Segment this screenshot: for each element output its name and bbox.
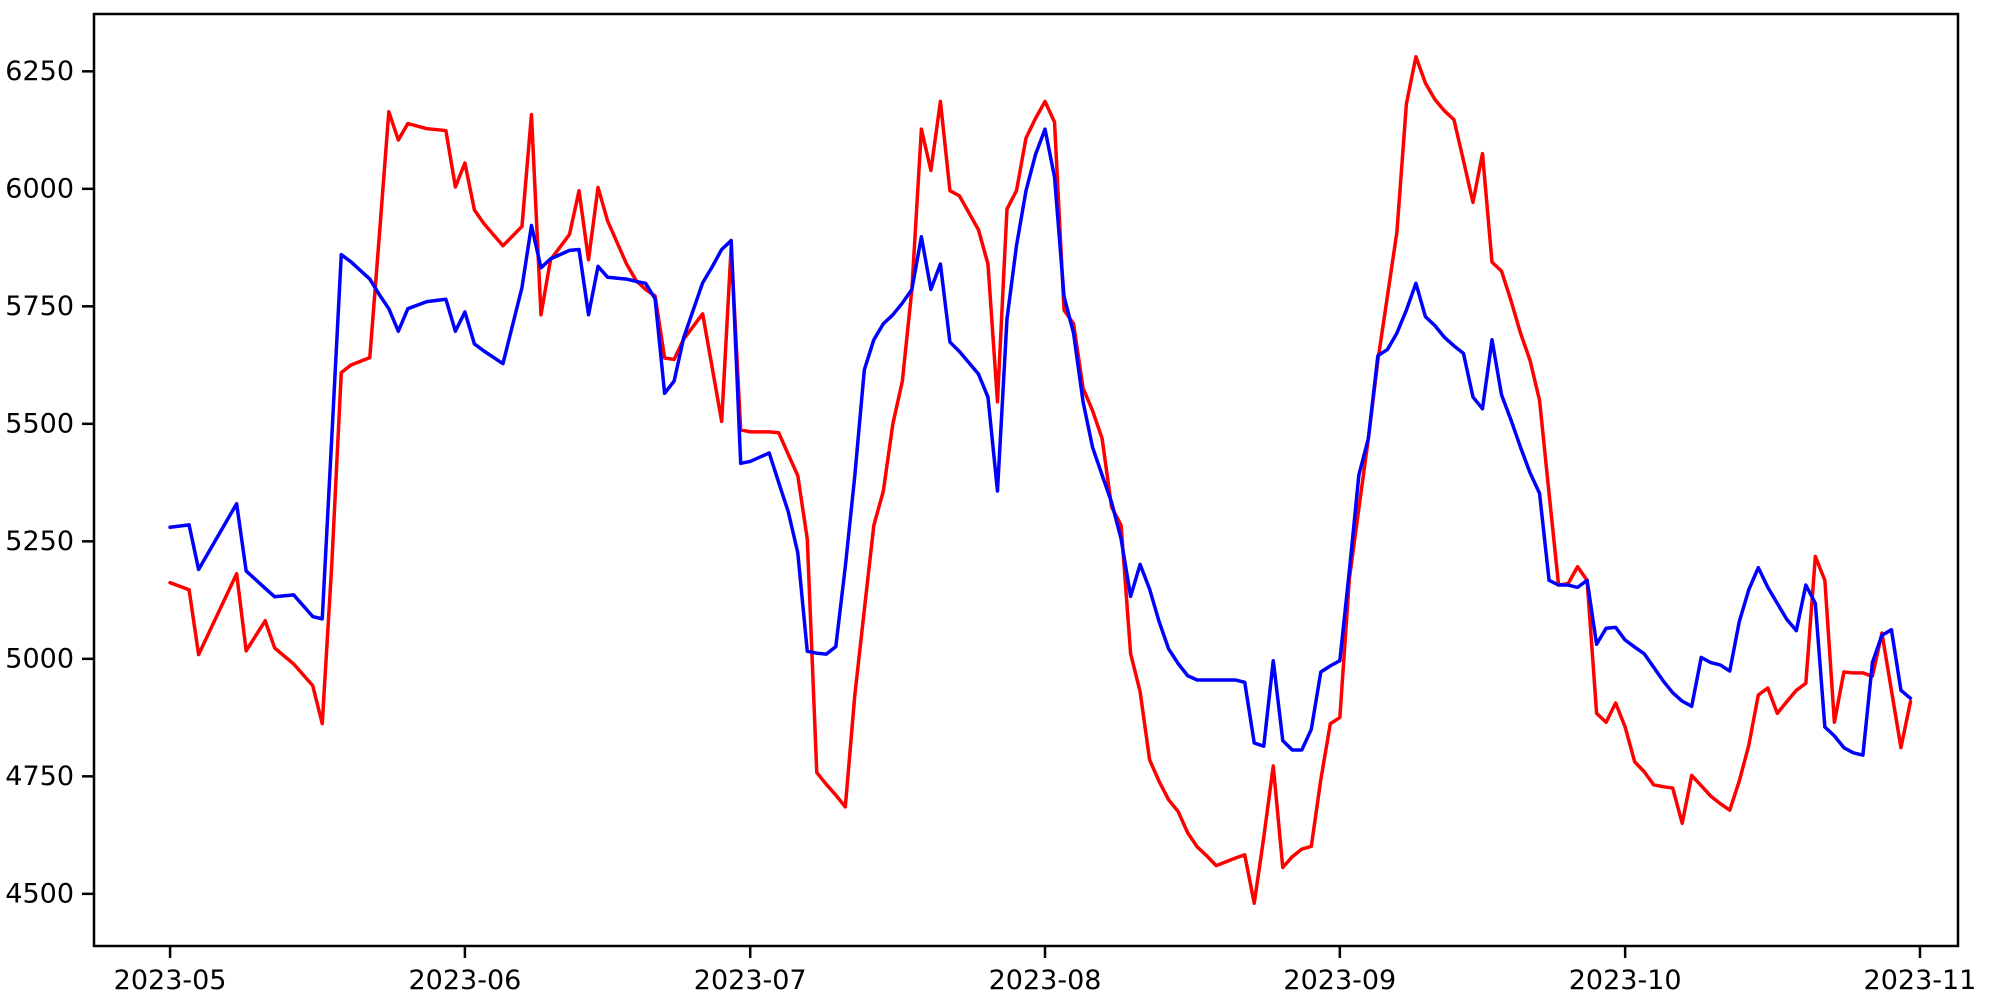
y-tick-label: 5250 — [5, 526, 74, 557]
x-tick-label: 2023-07 — [694, 965, 807, 996]
y-axis: 4500 4750 5000 5250 5500 5750 6000 6250 — [5, 56, 94, 909]
x-tick-label: 2023-05 — [114, 965, 227, 996]
y-tick-label: 5750 — [5, 291, 74, 322]
x-axis: 2023-05 2023-06 2023-07 2023-08 2023-09 2023-… — [114, 946, 1977, 996]
x-tick-label: 2023-11 — [1864, 965, 1977, 996]
y-tick-label: 4750 — [5, 761, 74, 792]
blue-series-line — [168, 127, 1913, 757]
red-series-line — [168, 55, 1913, 905]
x-tick-label: 2023-10 — [1569, 965, 1682, 996]
y-tick-label: 5000 — [5, 643, 74, 674]
x-tick-label: 2023-06 — [408, 965, 521, 996]
x-tick-label: 2023-08 — [989, 965, 1102, 996]
y-tick-label: 4500 — [5, 878, 74, 909]
x-tick-label: 2023-09 — [1283, 965, 1396, 996]
y-tick-label: 6000 — [5, 173, 74, 204]
plot-box — [92, 12, 1960, 948]
y-tick-label: 5500 — [5, 408, 74, 439]
plot-border — [92, 12, 1960, 948]
y-tick-label: 6250 — [5, 56, 74, 87]
data-series — [168, 55, 1913, 905]
